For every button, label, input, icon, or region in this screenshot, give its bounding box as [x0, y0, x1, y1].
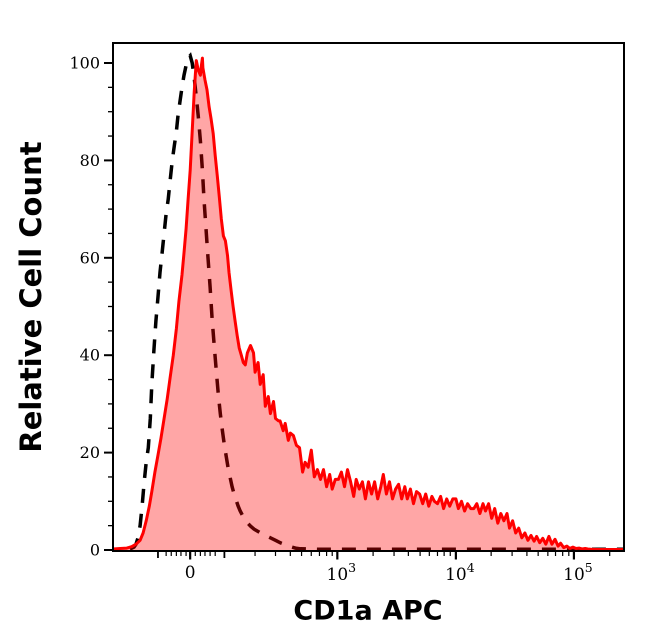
stained-histogram-outline [112, 56, 624, 551]
isotype-control-dashed-curve [129, 52, 624, 552]
x-tick-label-10e4: 104 [445, 560, 475, 585]
x-tick-label-zero: 0 [185, 563, 196, 583]
y-tick-label: 80 [80, 151, 100, 170]
stained-histogram-fill [113, 58, 624, 550]
y-tick-label: 40 [80, 346, 100, 365]
y-tick-label: 0 [90, 541, 100, 560]
x-axis-title: CD1a APC [293, 595, 443, 627]
x-tick-label-10e5: 105 [563, 560, 593, 585]
y-tick-label: 20 [80, 443, 100, 462]
y-axis-title: Relative Cell Count [14, 141, 48, 453]
x-tick-label-10e3: 103 [327, 560, 357, 585]
plot-frame [112, 42, 625, 552]
y-tick-label: 60 [80, 248, 100, 267]
y-tick-label: 100 [69, 54, 100, 73]
